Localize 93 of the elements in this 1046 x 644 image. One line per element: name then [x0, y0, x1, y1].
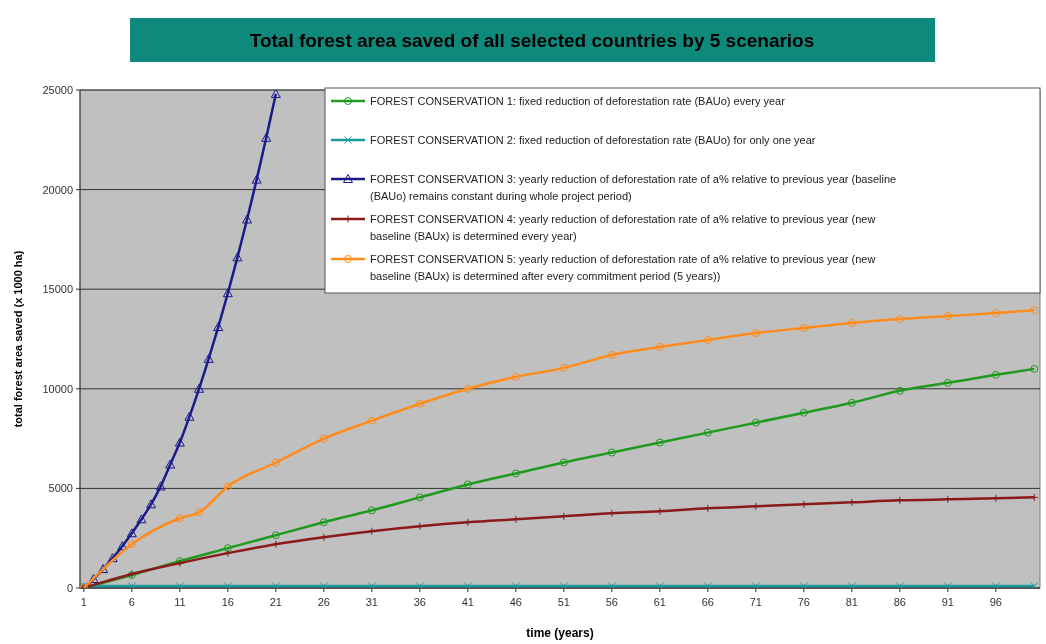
x-tick-label: 96	[989, 596, 1002, 608]
x-tick-label: 16	[221, 596, 234, 608]
point	[251, 174, 262, 184]
point	[222, 288, 233, 298]
x-tick-label: 21	[269, 596, 282, 608]
point	[463, 480, 472, 489]
chart-title: Total forest area saved of all selected countries by 5 scenarios	[249, 30, 815, 51]
x-axis-title: time (years)	[526, 626, 594, 640]
x-tick-label: 76	[797, 596, 810, 608]
point	[194, 383, 205, 393]
point	[146, 499, 157, 509]
point	[703, 336, 712, 344]
y-tick-label: 25000	[42, 84, 73, 96]
legend-label: FOREST CONSERVATION 1: fixed reduction of deforestation rate (BAUo) every year	[370, 95, 786, 107]
point	[319, 434, 328, 443]
point	[463, 384, 472, 393]
point	[223, 544, 232, 553]
point	[847, 319, 856, 328]
point	[184, 411, 195, 421]
point	[195, 508, 204, 517]
point	[511, 372, 520, 381]
point	[991, 370, 1000, 379]
point	[174, 437, 185, 447]
x-tick-label: 71	[749, 596, 762, 608]
point	[213, 322, 224, 332]
point	[751, 418, 760, 427]
y-tick-label: 0	[66, 582, 73, 594]
point	[367, 416, 376, 425]
point	[943, 378, 952, 387]
point	[703, 428, 712, 437]
point	[203, 353, 214, 363]
point	[367, 506, 376, 515]
point	[655, 342, 664, 351]
point	[165, 459, 176, 469]
point	[751, 329, 760, 338]
point	[155, 481, 166, 491]
point	[655, 438, 664, 447]
x-tick-label: 61	[653, 596, 666, 608]
y-axis-title: total forest area saved (x 1000 ha)	[12, 250, 24, 428]
x-tick-label: 11	[174, 596, 186, 608]
legend-label: FOREST CONSERVATION 3: yearly reduction of deforestation rate of a% relative to previous year (baseline (BAUo) remains constant during whole project period)	[370, 173, 897, 202]
point	[559, 458, 568, 467]
point	[136, 514, 147, 524]
x-tick-label: 26	[317, 596, 330, 608]
point	[127, 540, 136, 549]
point	[847, 398, 856, 407]
x-tick-label: 41	[461, 596, 474, 608]
x-tick-label: 51	[557, 596, 570, 608]
legend-label: FOREST CONSERVATION 5: yearly reduction of deforestation rate of a% relative to previous year (new baseline (BAUx) is determined after every commitment period (5 years))	[370, 253, 876, 282]
y-tick-label: 10000	[42, 382, 73, 395]
x-tick-label: 86	[893, 596, 906, 608]
point	[415, 399, 424, 408]
point	[223, 549, 232, 558]
point	[242, 214, 253, 224]
point	[232, 252, 243, 262]
point	[271, 458, 280, 467]
x-tick-label: 36	[413, 596, 426, 608]
point	[261, 132, 272, 142]
point	[271, 531, 280, 540]
point	[559, 363, 568, 372]
point	[991, 309, 1000, 318]
y-tick-label: 5000	[48, 482, 73, 495]
point	[415, 493, 424, 502]
point	[799, 324, 808, 333]
point	[1030, 364, 1039, 373]
x-tick-label: 6	[128, 596, 135, 608]
y-tick-label: 15000	[42, 283, 73, 296]
x-tick-label: 31	[365, 596, 378, 608]
point	[607, 350, 616, 359]
point	[943, 312, 952, 321]
x-tick-label: 56	[605, 596, 618, 608]
point	[895, 315, 904, 324]
point	[88, 574, 99, 584]
point	[1030, 306, 1039, 315]
point	[270, 90, 281, 98]
point	[511, 469, 520, 478]
point	[98, 564, 109, 574]
point	[223, 482, 232, 491]
x-tick-label: 46	[509, 596, 522, 608]
legend-label: FOREST CONSERVATION 2: fixed reduction of deforestation rate (BAUo) for only one year	[370, 134, 816, 146]
point	[107, 553, 118, 563]
point	[799, 408, 808, 417]
point	[319, 518, 328, 527]
legend-label: FOREST CONSERVATION 4: yearly reduction of deforestation rate of a% relative to previous year (new baseline (BAUx) is determined every year)	[370, 213, 876, 242]
point	[607, 448, 616, 457]
x-tick-label: 81	[845, 596, 858, 608]
point	[895, 386, 904, 395]
x-tick-label: 1	[80, 596, 87, 608]
point	[175, 514, 184, 523]
x-tick-label: 66	[701, 596, 714, 608]
point	[126, 528, 137, 538]
x-tick-label: 91	[941, 596, 954, 608]
y-tick-label: 20000	[42, 183, 73, 196]
